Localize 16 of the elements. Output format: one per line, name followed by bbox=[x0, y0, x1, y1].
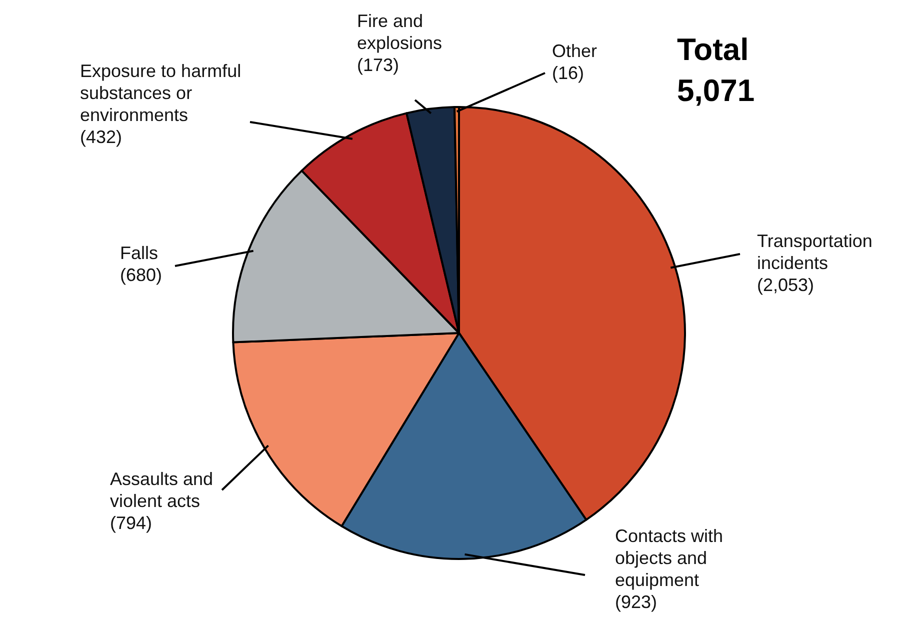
data-label: (794) bbox=[110, 513, 152, 533]
slice-label: Fire and explosions bbox=[357, 11, 442, 53]
data-label: (173) bbox=[357, 55, 400, 75]
slice-label: Assaults and violent acts bbox=[110, 469, 214, 511]
slice-label: Exposure to harmful substances or environments bbox=[80, 61, 242, 125]
slice-label: Contacts with objects and equipment bbox=[615, 526, 724, 590]
data-label: (432) bbox=[80, 127, 122, 147]
slice-label: Falls bbox=[120, 243, 158, 263]
data-label: (923) bbox=[615, 592, 658, 612]
slice-label: Transportation incidents bbox=[757, 231, 872, 273]
data-label: (2,053) bbox=[757, 275, 814, 295]
data-label: (16) bbox=[552, 63, 584, 83]
text: Total bbox=[677, 32, 749, 67]
text: 5,071 bbox=[677, 73, 755, 108]
data-label: (680) bbox=[120, 265, 162, 285]
slice-label: Other bbox=[552, 41, 598, 61]
